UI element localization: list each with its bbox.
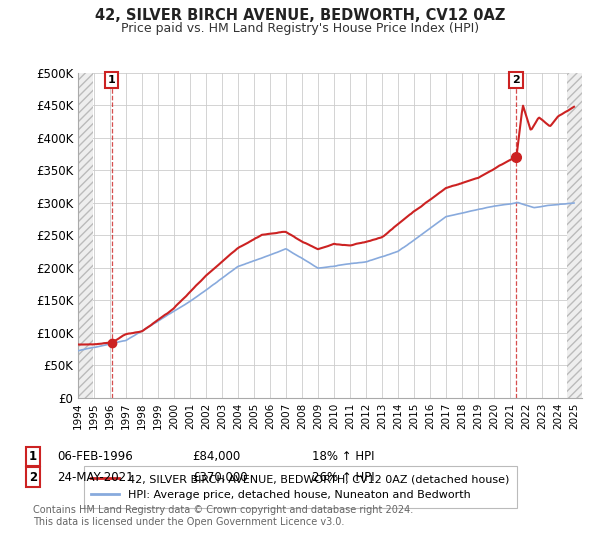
Bar	[78, 73, 93, 398]
Text: 42, SILVER BIRCH AVENUE, BEDWORTH, CV12 0AZ: 42, SILVER BIRCH AVENUE, BEDWORTH, CV12 …	[95, 8, 505, 24]
Text: 2: 2	[512, 74, 520, 85]
Text: £84,000: £84,000	[192, 450, 240, 463]
Text: 1: 1	[108, 74, 115, 85]
Text: £370,000: £370,000	[192, 470, 248, 484]
Text: Contains HM Land Registry data © Crown copyright and database right 2024.
This d: Contains HM Land Registry data © Crown c…	[33, 505, 413, 527]
Text: 24-MAY-2021: 24-MAY-2021	[57, 470, 134, 484]
Text: 26% ↑ HPI: 26% ↑ HPI	[312, 470, 374, 484]
Text: Price paid vs. HM Land Registry's House Price Index (HPI): Price paid vs. HM Land Registry's House …	[121, 22, 479, 35]
Text: 1: 1	[29, 450, 37, 463]
Text: 18% ↑ HPI: 18% ↑ HPI	[312, 450, 374, 463]
Text: 06-FEB-1996: 06-FEB-1996	[57, 450, 133, 463]
Text: 2: 2	[29, 470, 37, 484]
Legend: 42, SILVER BIRCH AVENUE, BEDWORTH, CV12 0AZ (detached house), HPI: Average price: 42, SILVER BIRCH AVENUE, BEDWORTH, CV12 …	[83, 466, 517, 507]
Bar	[567, 73, 583, 398]
